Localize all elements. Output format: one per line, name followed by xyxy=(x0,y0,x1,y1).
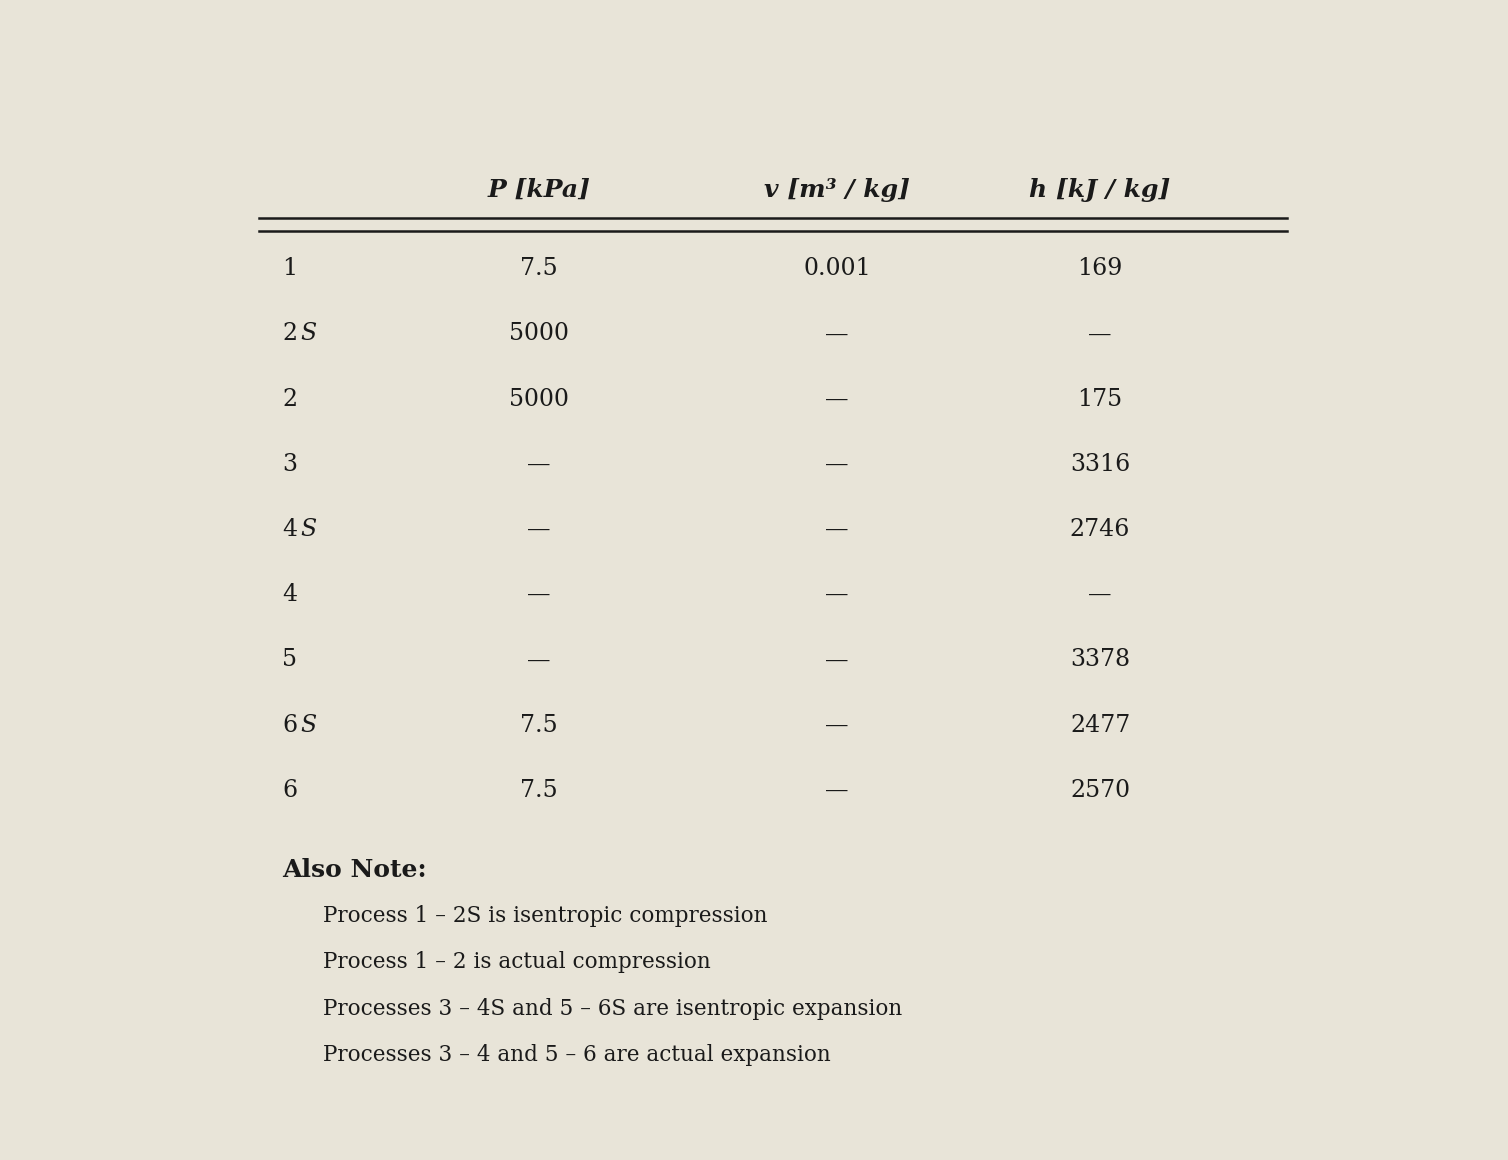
Text: 4: 4 xyxy=(282,519,297,541)
Text: h [kJ / kg]: h [kJ / kg] xyxy=(1030,177,1170,202)
Text: 1: 1 xyxy=(282,258,297,281)
Text: —: — xyxy=(528,648,550,672)
Text: P [kPa]: P [kPa] xyxy=(487,177,591,202)
Text: 2570: 2570 xyxy=(1071,778,1129,802)
Text: 3316: 3316 xyxy=(1071,452,1129,476)
Text: 7.5: 7.5 xyxy=(520,778,558,802)
Text: S: S xyxy=(300,519,317,541)
Text: —: — xyxy=(825,387,849,411)
Text: —: — xyxy=(1089,322,1111,346)
Text: Process 1 – 2 is actual compression: Process 1 – 2 is actual compression xyxy=(323,951,710,973)
Text: 175: 175 xyxy=(1078,387,1122,411)
Text: —: — xyxy=(825,713,849,737)
Text: —: — xyxy=(825,452,849,476)
Text: v [m³ / kg]: v [m³ / kg] xyxy=(765,177,911,202)
Text: 3378: 3378 xyxy=(1071,648,1129,672)
Text: 5000: 5000 xyxy=(510,322,569,346)
Text: 2: 2 xyxy=(282,387,297,411)
Text: 169: 169 xyxy=(1077,258,1123,281)
Text: —: — xyxy=(825,322,849,346)
Text: 7.5: 7.5 xyxy=(520,258,558,281)
Text: 0.001: 0.001 xyxy=(804,258,872,281)
Text: 2: 2 xyxy=(282,322,297,346)
Text: Process 1 – 2S is isentropic compression: Process 1 – 2S is isentropic compression xyxy=(323,905,768,927)
Text: —: — xyxy=(528,519,550,541)
Text: 2746: 2746 xyxy=(1069,519,1131,541)
Text: —: — xyxy=(528,452,550,476)
Text: S: S xyxy=(300,713,317,737)
Text: 2477: 2477 xyxy=(1071,713,1129,737)
Text: —: — xyxy=(1089,583,1111,607)
Text: —: — xyxy=(825,778,849,802)
Text: —: — xyxy=(825,519,849,541)
Text: —: — xyxy=(825,648,849,672)
Text: 3: 3 xyxy=(282,452,297,476)
Text: S: S xyxy=(300,322,317,346)
Text: —: — xyxy=(528,583,550,607)
Text: 5000: 5000 xyxy=(510,387,569,411)
Text: 4: 4 xyxy=(282,583,297,607)
Text: Also Note:: Also Note: xyxy=(282,858,427,883)
Text: Processes 3 – 4 and 5 – 6 are actual expansion: Processes 3 – 4 and 5 – 6 are actual exp… xyxy=(323,1044,831,1066)
Text: 5: 5 xyxy=(282,648,297,672)
Text: 6: 6 xyxy=(282,778,297,802)
Text: 7.5: 7.5 xyxy=(520,713,558,737)
Text: —: — xyxy=(825,583,849,607)
Text: Processes 3 – 4S and 5 – 6S are isentropic expansion: Processes 3 – 4S and 5 – 6S are isentrop… xyxy=(323,998,902,1020)
Text: 6: 6 xyxy=(282,713,297,737)
